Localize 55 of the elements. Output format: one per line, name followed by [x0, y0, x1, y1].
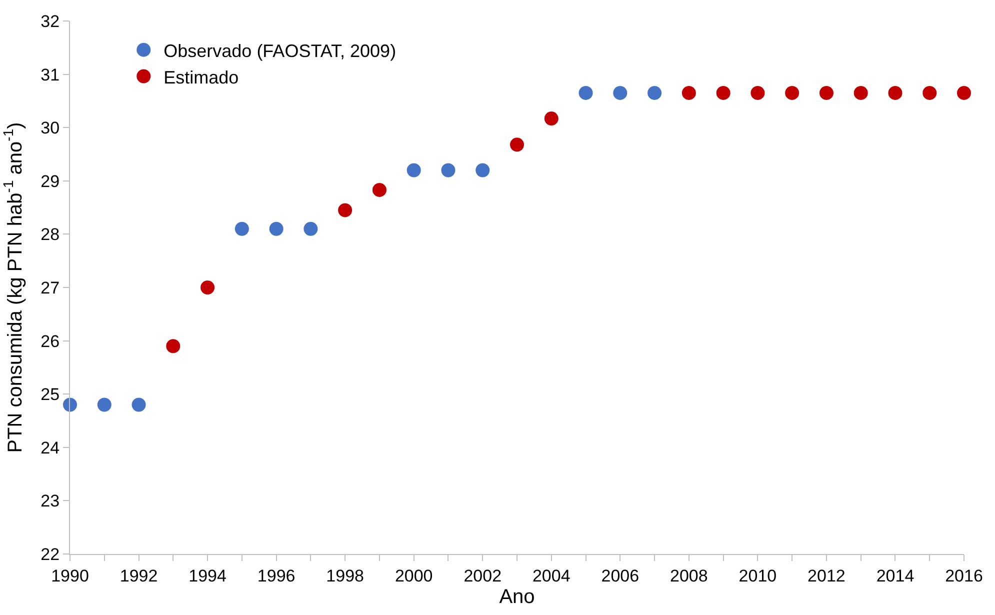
x-tick-label: 1994	[188, 566, 226, 586]
x-tick-label: 2006	[601, 566, 640, 586]
x-tick-label: 2008	[670, 566, 708, 586]
y-tick-label: 22	[40, 544, 60, 564]
point	[132, 398, 146, 412]
point	[372, 182, 386, 197]
x-tick-label: 2000	[394, 566, 433, 586]
point	[166, 339, 180, 354]
x-tick-label: 1992	[120, 566, 158, 586]
point	[476, 163, 490, 178]
y-tick-label: 32	[40, 12, 60, 31]
point	[613, 86, 628, 100]
y-tick-label: 25	[40, 385, 60, 404]
x-tick-label: 2014	[876, 566, 914, 586]
point	[338, 203, 352, 218]
point	[922, 86, 937, 100]
legend-label: Observado (FAOSTAT, 2009)	[164, 40, 396, 61]
y-tick-label: 23	[40, 492, 60, 511]
x-tick-label: 1996	[257, 566, 296, 586]
point	[785, 86, 800, 100]
y-tick-label: 26	[40, 332, 60, 351]
legend-label: Estimado	[164, 67, 239, 88]
point	[406, 163, 421, 178]
x-tick-label: 2002	[464, 566, 502, 586]
x-tick-label: 1998	[326, 566, 364, 586]
point	[750, 86, 765, 100]
point	[200, 280, 215, 294]
x-axis-title: Ano	[499, 586, 535, 608]
point	[716, 86, 730, 100]
point	[888, 86, 902, 100]
x-tick-label: 2004	[532, 566, 570, 586]
point	[854, 86, 868, 100]
point	[682, 86, 696, 100]
y-tick-label: 30	[40, 118, 60, 138]
point	[441, 163, 456, 178]
point	[957, 86, 971, 100]
point	[63, 398, 77, 412]
x-tick-label: 2012	[808, 566, 846, 586]
point	[578, 86, 593, 100]
y-tick-label: 28	[40, 225, 60, 244]
point	[304, 222, 318, 236]
y-tick-label: 31	[40, 65, 60, 84]
y-tick-label: 24	[40, 438, 60, 458]
point	[648, 86, 662, 100]
x-tick-label: 1990	[51, 566, 89, 586]
point	[510, 138, 524, 152]
y-tick-label: 29	[40, 172, 60, 191]
x-tick-label: 2016	[945, 566, 983, 586]
x-tick-label: 2010	[738, 566, 777, 586]
point	[234, 222, 249, 236]
point	[544, 112, 558, 126]
point	[269, 222, 284, 236]
point	[97, 398, 112, 412]
y-tick-label: 27	[40, 278, 60, 298]
point	[819, 86, 834, 100]
